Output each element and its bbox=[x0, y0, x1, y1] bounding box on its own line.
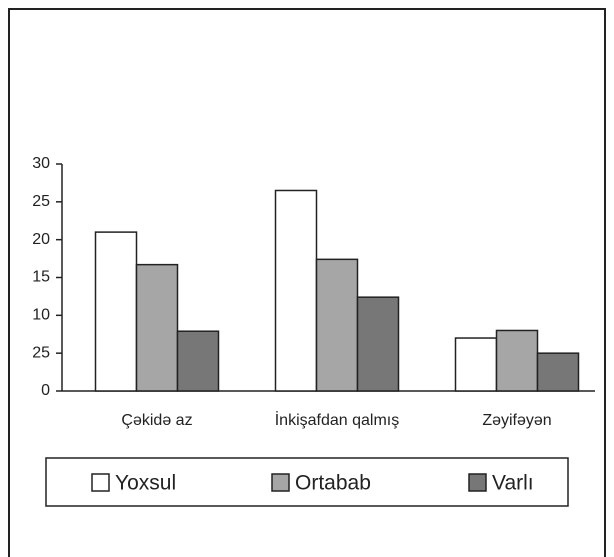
bar bbox=[135, 263, 179, 392]
bar bbox=[274, 189, 318, 392]
bar bbox=[495, 329, 539, 392]
y-tick-label: 30 bbox=[32, 155, 50, 172]
legend-swatch bbox=[468, 473, 487, 492]
x-tick-label: Zəyifəyən bbox=[482, 412, 551, 429]
x-tick-label: İnkişafdan qalmış bbox=[275, 410, 400, 429]
y-tick-label: 15 bbox=[32, 269, 50, 286]
legend-swatch bbox=[91, 473, 110, 492]
bar bbox=[94, 231, 138, 392]
y-tick-label: 0 bbox=[41, 382, 50, 399]
bar bbox=[176, 330, 220, 392]
frame bbox=[8, 8, 606, 557]
bar bbox=[454, 337, 498, 392]
y-tick-label: 25 bbox=[32, 344, 50, 361]
y-tick-label: 25 bbox=[32, 193, 50, 210]
legend-swatch bbox=[271, 473, 290, 492]
legend-label: Ortabab bbox=[295, 472, 371, 495]
y-tick-label: 20 bbox=[32, 231, 50, 248]
bar bbox=[356, 296, 400, 392]
legend-box bbox=[45, 457, 569, 507]
y-tick-label: 10 bbox=[32, 307, 50, 324]
x-tick-label: Çəkidə az bbox=[121, 412, 192, 429]
legend-label: Varlı bbox=[492, 472, 534, 495]
bar bbox=[315, 258, 359, 392]
bar bbox=[536, 352, 580, 392]
legend-label: Yoxsul bbox=[115, 472, 176, 495]
